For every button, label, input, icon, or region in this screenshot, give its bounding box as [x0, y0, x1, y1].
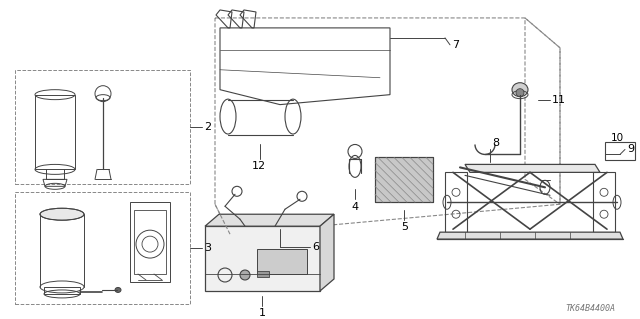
Polygon shape: [437, 232, 623, 239]
Text: 7: 7: [452, 40, 459, 50]
Text: 4: 4: [351, 202, 358, 212]
Bar: [375, 158, 433, 202]
Ellipse shape: [40, 208, 84, 220]
Circle shape: [516, 89, 524, 97]
Text: TK64B4400A: TK64B4400A: [565, 304, 615, 313]
Polygon shape: [205, 214, 334, 226]
Polygon shape: [320, 214, 334, 291]
Polygon shape: [465, 164, 600, 172]
Text: 9: 9: [627, 145, 634, 154]
Bar: [445, 172, 467, 232]
Bar: [134, 210, 166, 274]
Bar: [15, 192, 190, 304]
Bar: [605, 143, 635, 160]
Circle shape: [240, 270, 250, 280]
Bar: [15, 70, 190, 184]
Text: 3: 3: [204, 243, 211, 253]
Text: 6: 6: [312, 242, 319, 252]
Text: 11: 11: [552, 95, 566, 105]
Text: 12: 12: [252, 161, 266, 171]
Text: 10: 10: [611, 133, 624, 144]
Bar: [593, 172, 615, 232]
Text: 5: 5: [401, 222, 408, 232]
Bar: [375, 158, 433, 202]
Bar: [130, 202, 170, 282]
Text: 8: 8: [492, 138, 499, 148]
Text: 1: 1: [259, 308, 266, 318]
Bar: [205, 226, 320, 291]
Text: 2: 2: [204, 122, 211, 131]
Ellipse shape: [115, 287, 121, 293]
Bar: [257, 249, 307, 274]
Ellipse shape: [512, 83, 528, 97]
Bar: [257, 271, 269, 277]
